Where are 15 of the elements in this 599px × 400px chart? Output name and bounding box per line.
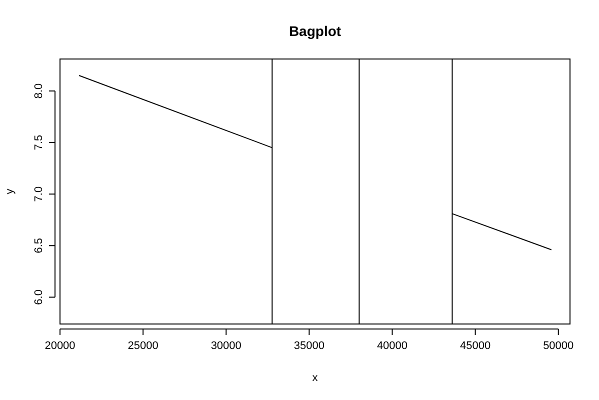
- y-tick-label: 7.0: [33, 186, 45, 202]
- x-tick-label: 45000: [460, 340, 491, 352]
- x-tick-label: 50000: [543, 340, 574, 352]
- y-tick-label: 8.0: [33, 83, 45, 99]
- x-tick-label: 20000: [44, 340, 76, 352]
- y-tick-label: 6.0: [33, 290, 45, 305]
- x-axis-title: x: [312, 372, 318, 384]
- y-tick-label: 6.5: [33, 238, 45, 254]
- x-tick-label: 40000: [376, 340, 408, 352]
- chart-title: Bagplot: [288, 23, 342, 39]
- x-tick-label: 25000: [128, 340, 158, 352]
- y-axis-title: y: [4, 188, 16, 194]
- y-tick-label: 7.5: [33, 134, 45, 150]
- x-tick-label: 35000: [294, 340, 324, 352]
- x-tick-label: 30000: [210, 340, 242, 352]
